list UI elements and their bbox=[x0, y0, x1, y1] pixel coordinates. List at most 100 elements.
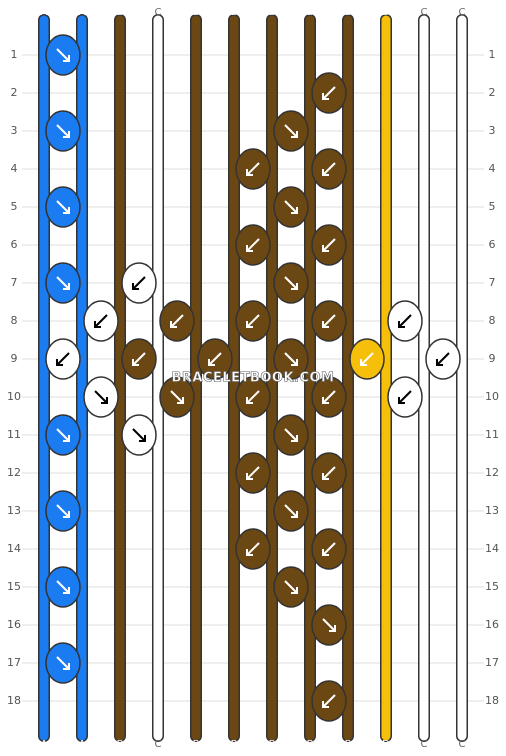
knot-arrowhead bbox=[246, 549, 253, 556]
row-number: 5 bbox=[489, 200, 496, 213]
row-number: 10 bbox=[7, 390, 21, 403]
knot-arrowhead bbox=[132, 359, 139, 366]
knot-arrowhead bbox=[63, 207, 70, 214]
knot-arrow bbox=[284, 276, 298, 290]
knot-arrowhead bbox=[291, 359, 298, 366]
row-number: 18 bbox=[7, 694, 21, 707]
row-number: 15 bbox=[485, 580, 499, 593]
knot-arrowhead bbox=[436, 359, 443, 366]
knot-arrowhead bbox=[322, 473, 329, 480]
knot-arrow bbox=[322, 238, 336, 252]
knot-arrowhead bbox=[246, 321, 253, 328]
knot-arrowhead bbox=[63, 435, 70, 442]
row-number: 2 bbox=[11, 86, 18, 99]
row-number: 1 bbox=[11, 48, 18, 61]
knot-arrow bbox=[360, 352, 374, 366]
watermark: BRACELETBOOK.COM bbox=[172, 371, 335, 386]
knot-arrow bbox=[132, 276, 146, 290]
row-number: 14 bbox=[485, 542, 499, 555]
knot-arrow bbox=[56, 276, 70, 290]
knot-arrow bbox=[94, 314, 108, 328]
knot-arrow bbox=[284, 428, 298, 442]
knot-arrowhead bbox=[322, 321, 329, 328]
knot-arrowhead bbox=[322, 169, 329, 176]
string-label-top: C bbox=[421, 7, 428, 18]
row-number: 1 bbox=[489, 48, 496, 61]
string-label-bottom: B bbox=[231, 739, 238, 750]
knot-arrow bbox=[322, 466, 336, 480]
knot-arrowhead bbox=[322, 701, 329, 708]
row-number: 17 bbox=[7, 656, 21, 669]
knot-arrowhead bbox=[291, 511, 298, 518]
knot-arrowhead bbox=[291, 207, 298, 214]
knot-arrowhead bbox=[322, 93, 329, 100]
knot-arrowhead bbox=[132, 283, 139, 290]
knot-arrow bbox=[246, 542, 260, 556]
knot-arrowhead bbox=[246, 169, 253, 176]
string-label-bottom: C bbox=[421, 739, 428, 750]
knot-arrow bbox=[284, 352, 298, 366]
string-label-top: B bbox=[231, 7, 238, 18]
knot-arrow bbox=[208, 352, 222, 366]
string-label-top: C bbox=[155, 7, 162, 18]
row-number: 7 bbox=[11, 276, 18, 289]
knot-arrow bbox=[322, 694, 336, 708]
string-label-bottom: B bbox=[193, 739, 200, 750]
knot-arrowhead bbox=[329, 625, 336, 632]
row-number: 9 bbox=[11, 352, 18, 365]
row-number: 9 bbox=[489, 352, 496, 365]
row-number: 2 bbox=[489, 86, 496, 99]
knot-arrowhead bbox=[291, 283, 298, 290]
knot-arrowhead bbox=[63, 131, 70, 138]
knot-arrow bbox=[56, 48, 70, 62]
knot-arrow bbox=[56, 200, 70, 214]
knot-arrowhead bbox=[360, 359, 367, 366]
knot-arrowhead bbox=[101, 397, 108, 404]
string-label-top: A bbox=[79, 7, 86, 18]
knot-arrow bbox=[284, 200, 298, 214]
knot-arrow bbox=[56, 656, 70, 670]
string-label-top: A bbox=[41, 7, 48, 18]
knot-arrow bbox=[56, 580, 70, 594]
row-number: 17 bbox=[485, 656, 499, 669]
string-label-top: B bbox=[307, 7, 314, 18]
row-number: 5 bbox=[11, 200, 18, 213]
row-number: 6 bbox=[489, 238, 496, 251]
knot-arrowhead bbox=[291, 131, 298, 138]
row-number: 4 bbox=[489, 162, 496, 175]
knot-arrowhead bbox=[63, 511, 70, 518]
knot-arrowhead bbox=[246, 245, 253, 252]
string-label-bottom: C bbox=[155, 739, 162, 750]
knot-arrowhead bbox=[63, 587, 70, 594]
knot-arrow bbox=[246, 162, 260, 176]
strands bbox=[38, 14, 468, 742]
row-number: 8 bbox=[11, 314, 18, 327]
knot-arrow bbox=[322, 618, 336, 632]
row-number: 8 bbox=[489, 314, 496, 327]
string-label-top: B bbox=[345, 7, 352, 18]
knot-arrow bbox=[322, 86, 336, 100]
knot-arrowhead bbox=[291, 435, 298, 442]
knot-arrowhead bbox=[56, 359, 63, 366]
row-number: 12 bbox=[7, 466, 21, 479]
row-number: 12 bbox=[485, 466, 499, 479]
knot-arrowhead bbox=[63, 663, 70, 670]
knot-arrow bbox=[436, 352, 450, 366]
knot-arrowhead bbox=[322, 245, 329, 252]
knot-arrowhead bbox=[177, 397, 184, 404]
knot-arrow bbox=[170, 314, 184, 328]
knot-arrowhead bbox=[139, 435, 146, 442]
knots bbox=[45, 34, 461, 722]
knot-arrow bbox=[398, 314, 412, 328]
string-label-bottom: A bbox=[79, 739, 86, 750]
string-label-top: D bbox=[382, 7, 390, 18]
knot-arrowhead bbox=[170, 321, 177, 328]
knot-arrow bbox=[56, 124, 70, 138]
knot-arrow bbox=[322, 162, 336, 176]
knot-arrow bbox=[246, 314, 260, 328]
knot-arrowhead bbox=[322, 549, 329, 556]
knot-arrow bbox=[322, 314, 336, 328]
string-label-bottom: B bbox=[345, 739, 352, 750]
